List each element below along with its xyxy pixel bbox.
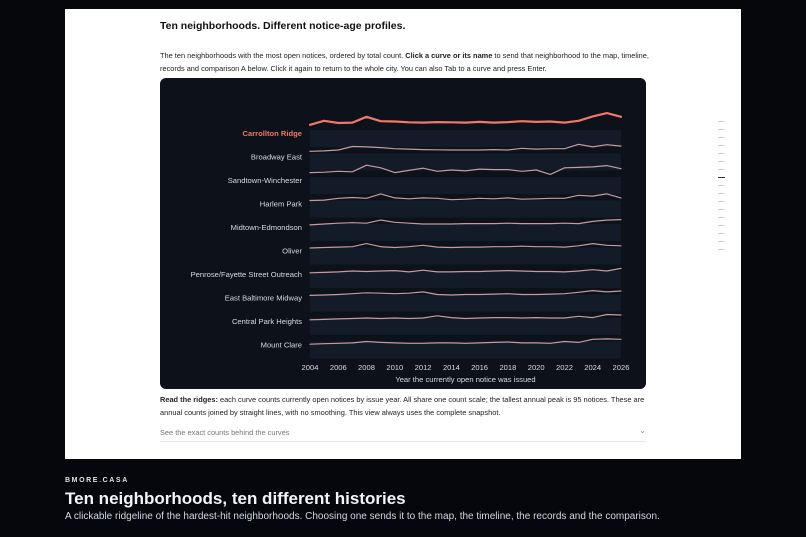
section-progress-tick[interactable] [718, 201, 724, 202]
ridge-line-harlem-park[interactable] [309, 193, 622, 202]
x-tick-label-2006: 2006 [330, 363, 347, 372]
ridge-band-mount-clare [310, 341, 621, 359]
card-title: Ten neighborhoods. Different notice-age … [160, 20, 406, 32]
section-progress-tick[interactable] [718, 121, 724, 122]
ridge-band-broadway-east [310, 153, 621, 171]
section-progress-tick[interactable] [718, 137, 724, 138]
ridgeline-chart: Carrollton Ridge Broadway East Sandtown-Wi… [160, 78, 646, 389]
brand-dot: . [99, 477, 103, 484]
section-progress-tick[interactable] [718, 169, 724, 170]
ridge-line-sandtown-winchester[interactable] [309, 164, 622, 175]
ridge-band-penrose-fayette-street-outreach [310, 271, 621, 288]
ridgeline-svg: Carrollton Ridge Broadway East Sandtown-Wi… [191, 112, 630, 384]
section-progress-tick[interactable] [718, 185, 724, 186]
ridge-band-harlem-park [310, 200, 621, 218]
x-tick-label-2016: 2016 [471, 363, 488, 372]
details-label: See the exact counts behind the curves [160, 428, 290, 437]
chevron-down-icon: ⌄ [639, 426, 646, 435]
ridge-band-midtown-edmondson [310, 224, 621, 241]
x-tick-label-2026: 2026 [613, 363, 630, 372]
ridge-label-central-park-heights[interactable]: Central Park Heights [232, 317, 302, 326]
intro-part1: The ten neighborhoods with the most open… [160, 51, 406, 60]
section-progress-tick[interactable] [718, 249, 724, 250]
x-tick-label-2018: 2018 [499, 363, 516, 372]
ridge-label-harlem-park[interactable]: Harlem Park [260, 200, 302, 209]
x-tick-label-2004: 2004 [302, 363, 319, 372]
x-axis-label: Year the currently open notice was issue… [395, 375, 535, 384]
x-tick-label-2008: 2008 [358, 363, 375, 372]
ridge-band-east-baltimore-midway [310, 294, 621, 312]
brand-word-1: BMORE [65, 477, 100, 484]
ridge-label-oliver[interactable]: Oliver [282, 247, 302, 256]
note-bold: Read the ridges: [160, 395, 218, 404]
intro-text: The ten neighborhoods with the most open… [160, 50, 650, 75]
section-progress-tick[interactable] [718, 233, 724, 234]
ridge-line-mount-clare[interactable] [309, 338, 622, 345]
x-tick-label-2014: 2014 [443, 363, 460, 372]
details-toggle[interactable]: See the exact counts behind the curves ⌄ [160, 425, 646, 442]
x-tick-label-2022: 2022 [556, 363, 573, 372]
brand-logo: BMORE.CASA [65, 477, 129, 484]
ridge-label-east-baltimore-midway[interactable]: East Baltimore Midway [225, 294, 302, 303]
ridge-band-carrollton-ridge [310, 130, 621, 147]
note-text: each curve counts currently open notices… [160, 395, 645, 417]
section-progress-tick[interactable] [718, 241, 724, 242]
chart-note: Read the ridges: each curve counts curre… [160, 394, 646, 419]
section-progress-tick[interactable] [718, 153, 724, 154]
ridgeline-card: Ten neighborhoods. Different notice-age … [65, 9, 741, 459]
x-tick-label-2024: 2024 [584, 363, 601, 372]
section-subtitle: A clickable ridgeline of the hardest-hit… [65, 511, 660, 522]
section-progress-tick[interactable] [718, 193, 724, 194]
section-progress-tick[interactable] [718, 225, 724, 226]
intro-bold: Click a curve or its name [405, 51, 493, 60]
x-tick-label-2010: 2010 [386, 363, 403, 372]
ridge-label-sandtown-winchester[interactable]: Sandtown-Winchester [228, 176, 303, 185]
ridge-line-central-park-heights[interactable] [309, 313, 622, 321]
section-progress-tick[interactable] [718, 129, 724, 130]
section-progress-tick[interactable] [718, 161, 724, 162]
section-progress-tick[interactable] [718, 145, 724, 146]
ridge-label-mount-clare[interactable]: Mount Clare [261, 341, 302, 350]
intro-part2: to send that neighborhood to the map, ti… [160, 51, 649, 73]
section-progress-tick[interactable] [718, 209, 724, 210]
x-tick-label-2020: 2020 [528, 363, 545, 372]
ridge-line-broadway-east[interactable] [309, 143, 622, 152]
ridge-label-carrollton-ridge[interactable]: Carrollton Ridge [243, 129, 303, 138]
ridge-label-penrose-fayette-street-outreach[interactable]: Penrose/Fayette Street Outreach [191, 270, 302, 279]
ridge-line-east-baltimore-midway[interactable] [309, 290, 622, 296]
brand-word-2: CASA [102, 477, 129, 484]
ridge-line-penrose-fayette-street-outreach[interactable] [309, 267, 622, 274]
x-tick-label-2012: 2012 [415, 363, 432, 372]
ridge-label-broadway-east[interactable]: Broadway East [251, 153, 303, 162]
section-title: Ten neighborhoods, ten different histori… [65, 489, 406, 508]
ridge-label-midtown-edmondson[interactable]: Midtown-Edmondson [231, 223, 302, 232]
ridge-band-central-park-heights [310, 318, 621, 335]
section-progress-tick[interactable] [718, 177, 725, 178]
ridge-band-sandtown-winchester [310, 177, 621, 194]
ridge-line-oliver[interactable] [309, 243, 622, 249]
ridge-line-midtown-edmondson[interactable] [309, 219, 622, 226]
section-progress-tick[interactable] [718, 217, 724, 218]
ridge-band-oliver [310, 247, 621, 265]
ridge-line-carrollton-ridge[interactable] [308, 112, 623, 126]
